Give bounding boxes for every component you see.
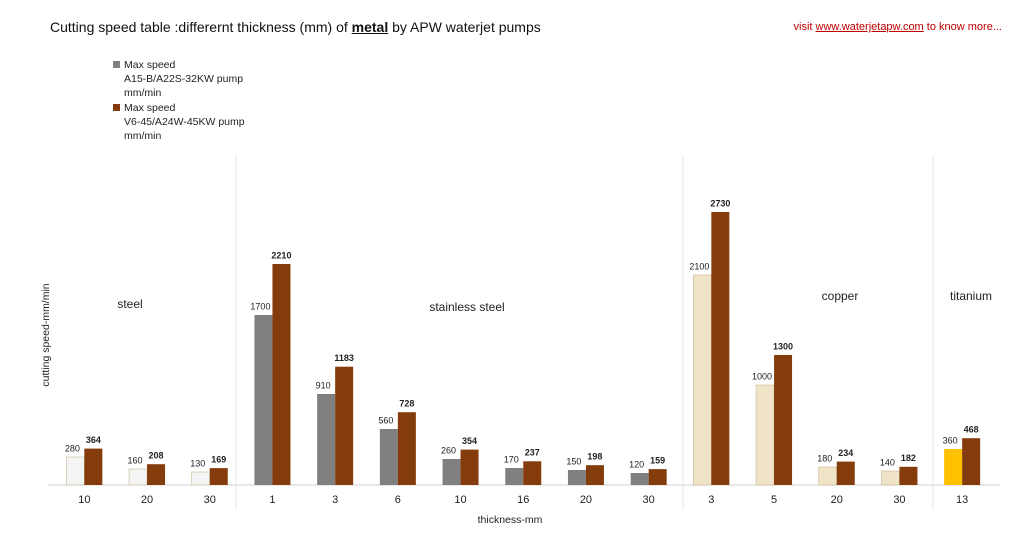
bar xyxy=(147,464,166,485)
value-label: 468 xyxy=(964,425,979,435)
legend-entry: Max speed A15-B/A22S-32KW pump mm/min xyxy=(113,58,243,100)
x-tick-label: 30 xyxy=(204,494,216,506)
bar xyxy=(836,461,855,485)
link-text: visit xyxy=(793,21,816,33)
link-text: to know more... xyxy=(923,21,1002,33)
bar xyxy=(962,438,981,485)
value-label: 120 xyxy=(629,459,644,469)
value-label: 180 xyxy=(817,453,832,463)
value-label: 1183 xyxy=(334,353,354,363)
x-tick-label: 16 xyxy=(517,494,529,506)
legend-swatch xyxy=(113,104,120,111)
legend-label: Max speed A15-B/A22S-32KW pump mm/min xyxy=(124,59,244,99)
bar xyxy=(818,466,838,486)
value-label: 237 xyxy=(525,448,540,458)
x-tick-label: 20 xyxy=(831,494,843,506)
site-link: visit www.waterjetapw.com to know more..… xyxy=(794,21,1002,33)
bar xyxy=(272,264,291,485)
value-label: 198 xyxy=(587,452,602,462)
bar xyxy=(523,461,542,485)
bar xyxy=(899,466,918,485)
value-label: 130 xyxy=(190,458,205,468)
bar xyxy=(585,465,604,485)
group-label: stainless steel xyxy=(429,300,504,314)
x-tick-label: 13 xyxy=(956,494,968,506)
value-label: 2730 xyxy=(710,198,730,208)
value-label: 364 xyxy=(86,435,101,445)
x-tick-label: 5 xyxy=(771,494,777,506)
legend-entry: Max speed V6-45/A24W-45KW pump mm/min xyxy=(113,101,245,143)
value-label: 260 xyxy=(441,445,456,455)
x-tick-label: 3 xyxy=(708,494,714,506)
bar xyxy=(128,468,148,486)
title-emphasis: metal xyxy=(351,19,389,35)
value-label: 170 xyxy=(504,454,519,464)
y-axis-label: cutting speed-mm/min xyxy=(40,283,52,386)
bar xyxy=(881,470,900,486)
group-label: steel xyxy=(117,297,142,311)
group-label: copper xyxy=(822,289,859,303)
value-label: 1000 xyxy=(752,371,772,381)
value-label: 1700 xyxy=(250,301,270,311)
x-tick-label: 1 xyxy=(269,494,275,506)
x-tick-label: 3 xyxy=(332,494,338,506)
link-url[interactable]: www.waterjetapw.com xyxy=(815,21,924,33)
legend-swatch xyxy=(113,61,120,68)
value-label: 2210 xyxy=(271,250,291,260)
bar xyxy=(755,384,775,486)
value-label: 1300 xyxy=(773,341,793,351)
x-tick-label: 30 xyxy=(643,494,655,506)
bar xyxy=(191,471,211,486)
bar xyxy=(209,468,228,485)
value-label: 182 xyxy=(901,453,916,463)
title-text: by APW waterjet pumps xyxy=(388,19,541,35)
title-text: Cutting speed table :differernt thicknes… xyxy=(50,19,352,35)
value-label: 280 xyxy=(65,443,80,453)
value-label: 2100 xyxy=(689,261,709,271)
bar xyxy=(693,274,712,486)
bar xyxy=(505,468,524,485)
bar xyxy=(397,412,416,485)
value-label: 208 xyxy=(149,451,164,461)
value-label: 159 xyxy=(650,455,665,465)
bar xyxy=(84,448,103,485)
bar xyxy=(774,355,793,485)
bar xyxy=(460,449,479,485)
value-label: 169 xyxy=(211,454,226,464)
value-label: 354 xyxy=(462,436,477,446)
bar xyxy=(442,459,461,485)
value-label: 160 xyxy=(128,455,143,465)
bar xyxy=(630,473,649,485)
bar xyxy=(66,456,85,486)
bar xyxy=(648,469,667,485)
bar xyxy=(317,394,336,485)
bar xyxy=(944,449,963,485)
value-label: 728 xyxy=(399,399,414,409)
legend-label: Max speed V6-45/A24W-45KW pump mm/min xyxy=(124,102,245,142)
value-label: 910 xyxy=(316,380,331,390)
value-label: 150 xyxy=(566,456,581,466)
x-tick-label: 10 xyxy=(454,494,466,506)
bar xyxy=(379,429,398,485)
value-label: 140 xyxy=(880,457,895,467)
bar xyxy=(335,366,354,485)
x-tick-label: 10 xyxy=(78,494,90,506)
x-tick-label: 20 xyxy=(141,494,153,506)
x-tick-label: 30 xyxy=(893,494,905,506)
value-label: 234 xyxy=(838,448,853,458)
chart-title: Cutting speed table :differernt thicknes… xyxy=(50,19,541,35)
value-label: 560 xyxy=(378,415,393,425)
group-label: titanium xyxy=(950,289,992,303)
bar xyxy=(254,315,273,485)
value-label: 360 xyxy=(943,435,958,445)
x-tick-label: 6 xyxy=(395,494,401,506)
bar xyxy=(567,470,586,485)
x-tick-label: 20 xyxy=(580,494,592,506)
x-axis-label: thickness-mm xyxy=(478,514,543,526)
bar xyxy=(711,212,730,485)
